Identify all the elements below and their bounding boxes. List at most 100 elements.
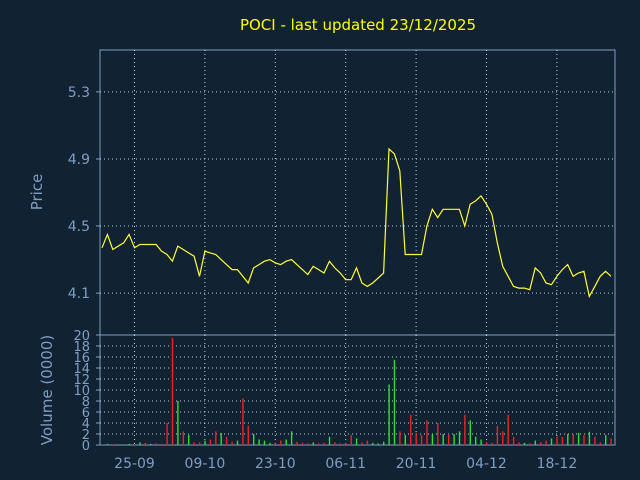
volume-bar	[377, 443, 379, 445]
volume-y-tick-label: 20	[73, 329, 90, 344]
volume-bar	[502, 431, 504, 446]
volume-bar	[242, 398, 244, 446]
volume-bar	[518, 442, 520, 446]
volume-bar	[220, 432, 222, 445]
volume-bar	[550, 438, 553, 445]
volume-y-tick-label: 16	[73, 351, 90, 366]
volume-bar	[280, 440, 282, 445]
x-tick-label: 25-09	[114, 456, 155, 472]
volume-bar	[583, 435, 585, 445]
volume-bar	[269, 442, 271, 445]
volume-axis-label: Volume (0000)	[38, 335, 56, 445]
volume-bar	[361, 442, 363, 446]
volume-bar	[236, 440, 239, 445]
volume-bar	[572, 434, 574, 445]
volume-bar	[469, 420, 471, 446]
volume-bar	[567, 434, 569, 445]
volume-bar	[355, 438, 358, 445]
volume-bar	[388, 384, 390, 445]
volume-bar	[204, 440, 206, 445]
volume-y-tick-label: 8	[82, 395, 90, 410]
price-y-tick-label: 5.3	[68, 85, 90, 101]
volume-bar	[171, 337, 174, 446]
volume-bars	[101, 337, 612, 446]
volume-bar	[529, 443, 531, 445]
x-tick-label: 04-12	[466, 456, 507, 472]
volume-bar	[540, 442, 542, 446]
volume-bar	[285, 439, 287, 445]
volume-bar	[448, 435, 450, 445]
volume-bar	[209, 439, 212, 445]
volume-y-tick-label: 14	[73, 362, 90, 377]
volume-bar	[150, 443, 152, 445]
volume-bar	[410, 414, 412, 446]
volume-bar	[123, 444, 125, 445]
volume-bar	[512, 436, 515, 446]
volume-plot-frame	[99, 334, 616, 446]
volume-bar	[101, 444, 103, 445]
volume-bar	[133, 444, 136, 445]
volume-y-tick-label: 12	[73, 373, 90, 388]
volume-bar	[144, 442, 147, 445]
volume-bar	[458, 431, 461, 446]
price-axis-label: Price	[28, 174, 46, 211]
volume-bar	[296, 441, 298, 445]
volume-bar	[290, 431, 293, 446]
price-y-axis: 5.3 4.9 4.5 4.1	[68, 85, 100, 302]
volume-bar	[545, 440, 547, 445]
volume-bar	[605, 435, 607, 445]
volume-y-tick-label: 6	[82, 406, 90, 421]
volume-bar	[594, 436, 596, 446]
volume-bar	[464, 414, 466, 446]
volume-bar	[534, 440, 536, 445]
volume-bar	[507, 414, 509, 446]
volume-y-tick-label: 0	[82, 439, 90, 454]
volume-bar	[491, 442, 493, 445]
x-tick-label: 09-10	[185, 456, 226, 472]
volume-bar	[198, 442, 201, 446]
volume-y-tick-label: 4	[82, 417, 90, 432]
volume-bar	[117, 444, 119, 445]
volume-bar	[247, 425, 249, 446]
x-axis: 25-09 09-10 23-10 06-11 20-11 04-12 18-12	[114, 456, 577, 472]
volume-bar	[366, 440, 369, 445]
volume-bar	[475, 436, 477, 446]
volume-bar	[128, 443, 130, 445]
volume-bar	[334, 442, 336, 446]
price-y-tick-label: 4.1	[68, 286, 90, 302]
volume-bar	[399, 431, 401, 446]
volume-bar	[599, 442, 601, 446]
volume-bar	[328, 436, 331, 446]
volume-bar	[225, 436, 228, 446]
volume-bar	[155, 443, 157, 445]
price-y-tick-label: 4.9	[68, 152, 90, 168]
volume-bar	[177, 401, 179, 445]
volume-bar	[307, 443, 309, 445]
volume-bar	[496, 425, 499, 446]
volume-bar	[188, 435, 190, 445]
volume-bar	[610, 438, 612, 445]
volume-bar	[301, 442, 304, 445]
volume-bar	[383, 441, 385, 445]
volume-bar	[323, 442, 325, 445]
volume-bar	[485, 442, 488, 446]
volume-y-tick-label: 2	[82, 428, 90, 443]
volume-bar	[415, 432, 417, 445]
volume-bar	[193, 442, 195, 446]
volume-bar	[161, 443, 163, 445]
volume-bar	[312, 442, 314, 446]
volume-bar	[372, 442, 374, 445]
volume-bar	[106, 443, 109, 445]
volume-bar	[588, 431, 591, 445]
volume-bar	[420, 435, 423, 445]
price-plot-frame	[99, 49, 616, 336]
volume-bar	[437, 423, 439, 445]
volume-bar	[426, 420, 428, 446]
volume-bar	[561, 436, 564, 446]
volume-bar	[480, 439, 482, 445]
volume-bar	[253, 434, 255, 445]
volume-bar	[112, 444, 114, 445]
price-y-tick-label: 4.5	[68, 219, 90, 235]
price-series-line	[101, 147, 612, 299]
chart-title: POCI - last updated 23/12/2025	[240, 16, 476, 34]
